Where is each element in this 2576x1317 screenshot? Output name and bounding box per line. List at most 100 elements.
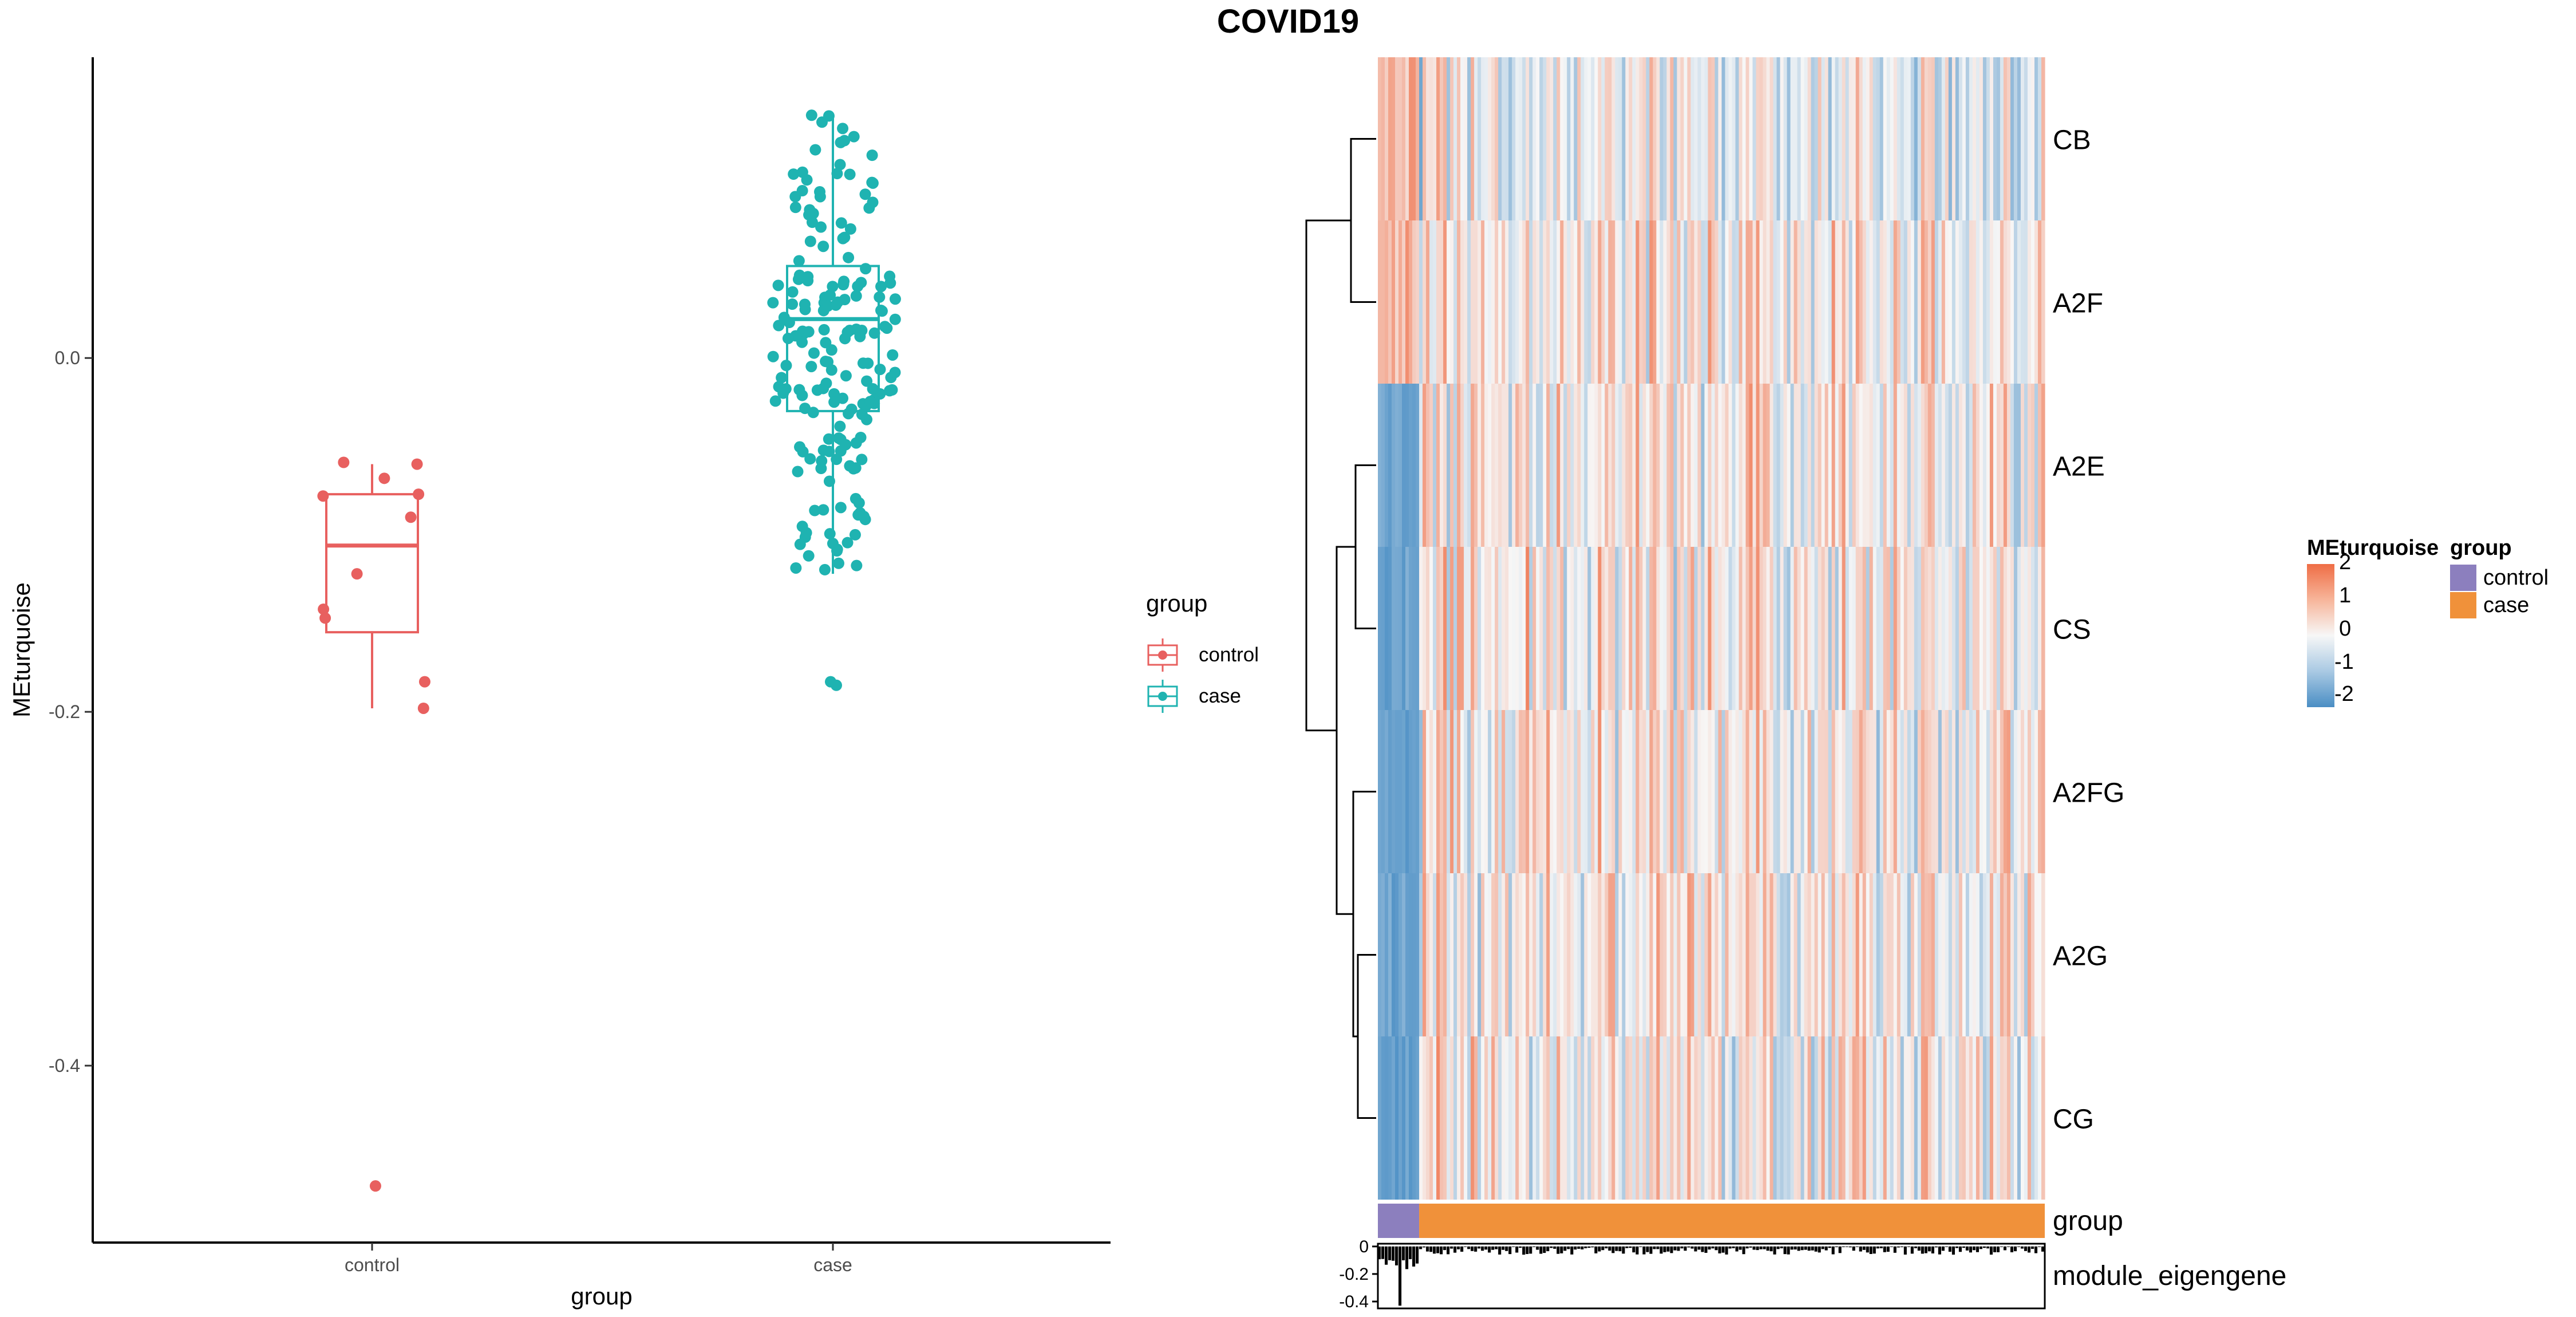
data-point-case (827, 281, 839, 293)
heatmap-cell (1639, 384, 1643, 547)
heatmap-cell (1766, 384, 1771, 547)
heatmap-cell (1567, 384, 1571, 547)
data-point-control (338, 456, 350, 468)
group-legend-item-control: control (2450, 564, 2549, 592)
heatmap-cell (1862, 1036, 1867, 1200)
heatmap-cell (1842, 710, 1846, 873)
heatmap-cell (1776, 1036, 1781, 1200)
heatmap-cell (1948, 1036, 1953, 1200)
legend-label-control: control (1199, 644, 1259, 666)
heatmap-cell (1811, 57, 1815, 220)
heatmap-cell (1845, 57, 1850, 220)
heatmap-cell (1976, 547, 1980, 710)
heatmap-cell (1938, 384, 1942, 547)
data-point-case (839, 135, 851, 147)
heatmap-cell (1842, 220, 1846, 384)
eigengene-bar (1646, 1246, 1649, 1252)
heatmap-cell (1773, 873, 1777, 1036)
heatmap-cell (1608, 384, 1612, 547)
box-rect (325, 493, 419, 634)
heatmap-cell (1711, 1036, 1716, 1200)
heatmap-cell (2020, 220, 2025, 384)
eigengene-bar (1879, 1246, 1883, 1248)
heatmap-cell (1818, 1036, 1822, 1200)
heatmap-cell (2017, 384, 2021, 547)
heatmap-cell (2034, 547, 2038, 710)
heatmap-cell (1859, 384, 1863, 547)
heatmap-cell (1982, 710, 1987, 873)
eigengene-bar (1986, 1246, 1990, 1249)
heatmap-cell (1625, 1036, 1629, 1200)
heatmap-cell (1687, 710, 1692, 873)
heatmap-cell (2006, 57, 2011, 220)
heatmap-cell (1807, 384, 1812, 547)
heatmap-cell (1769, 220, 1774, 384)
eigengene-bar (1663, 1246, 1666, 1252)
heatmap-cell (1701, 384, 1705, 547)
data-point-case (844, 223, 856, 235)
eigengene-bar (1886, 1246, 1890, 1252)
heatmap-cell (1811, 220, 1815, 384)
data-point-control (413, 488, 425, 500)
heatmap-cell (1560, 547, 1564, 710)
eigengene-bar (1725, 1246, 1728, 1255)
eigengene-bar (1642, 1246, 1646, 1255)
eigengene-bar (1962, 1246, 1965, 1248)
heatmap-cell (2000, 220, 2004, 384)
heatmap-cell (1745, 1036, 1750, 1200)
heatmap-cell (1618, 710, 1622, 873)
heatmap-cell (1993, 384, 1997, 547)
heatmap-cell (1560, 873, 1564, 1036)
heatmap-cell (1725, 384, 1729, 547)
heatmap-cell (1587, 1036, 1591, 1200)
heatmap-cell (1862, 873, 1867, 1036)
heatmap-cell (1821, 547, 1826, 710)
heatmap-cell (1866, 547, 1870, 710)
heatmap-cell (1601, 873, 1605, 1036)
heatmap-cell (1649, 873, 1654, 1036)
data-point-case (796, 185, 808, 197)
eigengene-bar (1790, 1246, 1793, 1250)
heatmap-cell (1570, 873, 1574, 1036)
heatmap-cell (1855, 57, 1860, 220)
heatmap-cell (1632, 547, 1636, 710)
heatmap-cell (1663, 873, 1668, 1036)
heatmap-cell (1903, 1036, 1908, 1200)
heatmap-cell (1556, 873, 1560, 1036)
heatmap-cell (1886, 873, 1891, 1036)
eigengene-bar (1728, 1246, 1732, 1249)
heatmap-cell (1670, 57, 1674, 220)
heatmap-cell (1605, 547, 1609, 710)
heatmap-cell (1900, 220, 1905, 384)
heatmap-cell (1811, 710, 1815, 873)
heatmap-cell (2017, 1036, 2021, 1200)
eigengene-bar (1605, 1246, 1608, 1249)
heatmap-cell (1605, 384, 1609, 547)
heatmap-cell (2020, 384, 2025, 547)
eigengene-bar (1969, 1246, 1972, 1253)
heatmap-cell (1666, 220, 1671, 384)
heatmap-cell (1804, 547, 1808, 710)
heatmap-cell (1893, 710, 1898, 873)
heatmap-cell (1608, 873, 1612, 1036)
heatmap-cell (1800, 384, 1805, 547)
heatmap-cell (2000, 547, 2004, 710)
heatmap-cell (1955, 384, 1959, 547)
heatmap-cell (1680, 1036, 1685, 1200)
heatmap-cell (1591, 547, 1595, 710)
eigengene-bar (1852, 1246, 1855, 1251)
heatmap-cell (1697, 384, 1702, 547)
heatmap-cell (1986, 547, 1990, 710)
heatmap-cell (1769, 384, 1774, 547)
eigengene-bar (1629, 1246, 1632, 1248)
heatmap-cell (1948, 57, 1953, 220)
heatmap-cell (1563, 710, 1567, 873)
heatmap-cell (1883, 873, 1887, 1036)
heatmap-cell (1818, 873, 1822, 1036)
heatmap-cell (1872, 710, 1877, 873)
heatmap-cell (1931, 873, 1935, 1036)
heatmap-cell (1996, 710, 2001, 873)
heatmap-cell (1759, 710, 1764, 873)
heatmap-cell (1560, 220, 1564, 384)
heatmap-cell (1921, 547, 1925, 710)
